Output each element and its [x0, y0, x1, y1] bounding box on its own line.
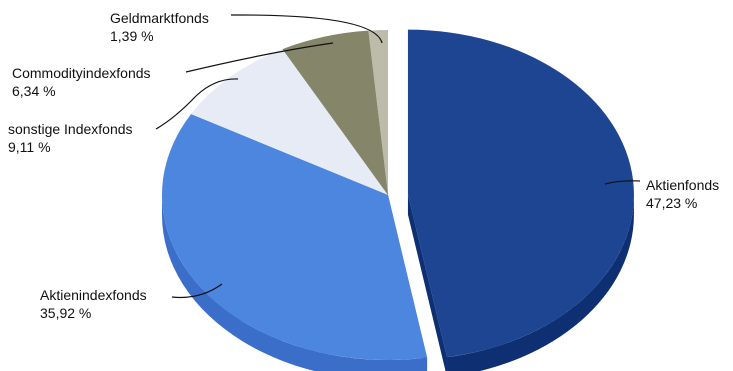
slice-edge-aktienfonds-1 [407, 194, 448, 371]
leader-lines [155, 14, 641, 299]
slice-value-aktienindexfonds: 35,92 % [40, 305, 91, 321]
slice-side-aktienindexfonds [162, 195, 428, 371]
slice-labels: Aktienfonds 47,23 % Aktienindexfonds 35,92 … [8, 10, 719, 321]
slice-aktienfonds [407, 29, 634, 358]
leader-line-commodityindexfonds [185, 42, 334, 73]
slice-value-geldmarktfonds: 1,39 % [110, 28, 154, 44]
leader-line-sonstige-indexfonds [155, 78, 239, 130]
slice-sonstige-indexfonds [191, 49, 388, 195]
slice-geldmarktfonds [368, 30, 388, 195]
slice-commodityindexfonds [282, 30, 388, 196]
leader-line-geldmarktfonds [230, 14, 383, 44]
slice-label-commodityindexfonds: Commodityindexfonds [12, 65, 151, 81]
slice-aktienindexfonds [162, 114, 428, 360]
slice-label-geldmarktfonds: Geldmarktfonds [110, 10, 209, 26]
slice-label-aktienfonds: Aktienfonds [646, 177, 719, 193]
slice-value-sonstige-indexfonds: 9,11 % [8, 139, 51, 155]
pie-slices [162, 29, 634, 360]
slice-label-sonstige-indexfonds: sonstige Indexfonds [8, 121, 133, 137]
slice-label-aktienindexfonds: Aktienindexfonds [40, 287, 147, 303]
leader-line-aktienfonds [604, 180, 641, 185]
slice-side-aktienfonds [447, 194, 634, 371]
slice-value-commodityindexfonds: 6,34 % [12, 83, 56, 99]
slice-value-aktienfonds: 47,23 % [646, 195, 697, 211]
leader-line-aktienindexfonds [171, 283, 223, 299]
